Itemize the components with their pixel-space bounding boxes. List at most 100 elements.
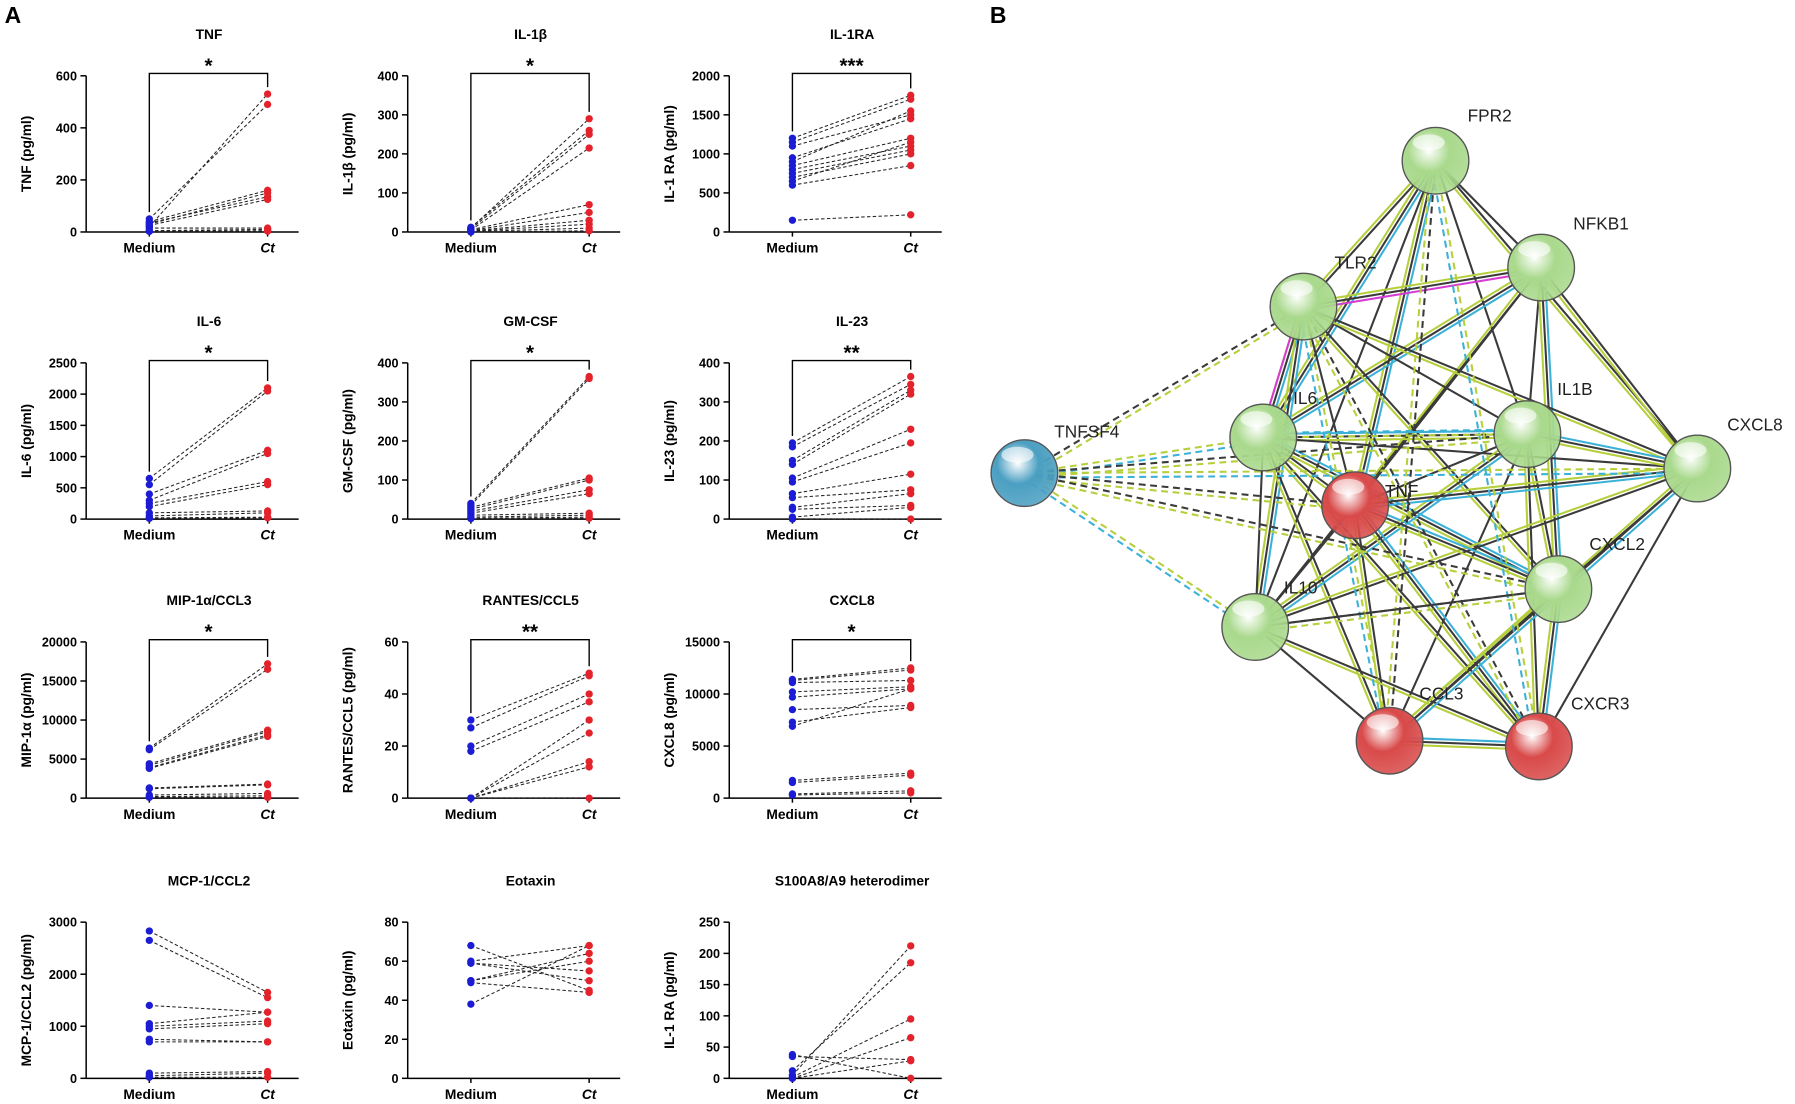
x-tick-label: Ct [582,528,598,543]
data-point [789,515,796,522]
data-point [467,794,474,801]
data-point [789,723,796,730]
pair-line [792,390,910,460]
data-point [146,481,153,488]
data-point [264,994,271,1001]
x-tick-label: Ct [582,1087,598,1099]
data-point [907,138,914,145]
data-point [146,515,153,522]
y-axis-label: IL-6 (pg/ml) [19,404,34,478]
data-point [264,90,271,97]
chart-title: IL-1β [514,27,547,42]
pair-line [149,1005,267,1012]
significance-bracket [792,361,910,436]
data-point [789,706,796,713]
chart-title: IL-6 [197,314,222,329]
data-point [789,1075,796,1082]
pair-line [149,1073,267,1076]
chart-title: S100A8/A9 heterodimer [775,873,930,888]
pair-line [149,388,267,479]
data-point [585,989,592,996]
data-point [585,209,592,216]
y-tick-label: 80 [384,916,398,930]
y-tick-label: 400 [377,69,398,83]
data-point [907,1015,914,1022]
y-tick-label: 1000 [692,147,720,161]
pair-line [149,730,267,764]
data-point [789,791,796,798]
data-point [146,503,153,510]
x-tick-label: Medium [123,241,175,256]
data-point [264,1038,271,1045]
x-tick-label: Ct [582,807,598,822]
data-point [789,693,796,700]
y-tick-label: 15000 [42,675,77,689]
y-axis-label: CXCL8 (pg/ml) [662,673,677,768]
y-tick-label: 1500 [49,419,77,433]
chart-title: TNF [196,27,223,42]
y-tick-label: 2000 [49,968,77,982]
x-tick-label: Medium [766,1087,818,1099]
y-tick-label: 1000 [49,1020,77,1034]
y-axis-label: IL-1β (pg/ml) [341,113,356,196]
x-tick-label: Medium [123,528,175,543]
y-tick-label: 20000 [42,636,77,650]
pair-line [149,518,267,519]
data-point [789,679,796,686]
data-point [907,1075,914,1082]
significance-bracket [149,361,267,472]
y-tick-label: 150 [699,978,720,992]
y-tick-label: 250 [699,916,720,930]
network-edge [1022,477,1253,631]
pair-line [149,1072,267,1074]
x-tick-label: Ct [260,1087,276,1099]
node-highlight [1367,714,1399,730]
pair-line [792,443,910,482]
data-point [467,716,474,723]
significance-label: * [526,341,535,364]
data-point [907,772,914,779]
x-tick-label: Medium [766,807,818,822]
node-label: TLR2 [1334,253,1376,273]
y-tick-label: 400 [56,121,77,135]
y-axis-label: IL-1 RA (pg/ml) [662,105,677,202]
node-highlight [1001,447,1033,463]
data-point [789,181,796,188]
data-point [907,1057,914,1064]
y-axis-label: RANTES/CCL5 (pg/ml) [341,647,356,793]
data-point [264,481,271,488]
node-highlight [1240,411,1272,427]
pair-line [471,953,589,980]
node-label: CXCL8 [1727,415,1783,435]
y-tick-label: 400 [377,356,398,370]
pair-line [149,513,267,516]
y-tick-label: 10000 [42,714,77,728]
data-point [907,426,914,433]
pair-line [149,736,267,768]
pair-line [149,450,267,494]
node-highlight [1232,601,1264,617]
data-point [264,514,271,521]
y-axis-label: Eotaxin (pg/ml) [341,951,356,1050]
x-tick-label: Medium [766,241,818,256]
pair-line [471,513,589,515]
x-tick-label: Ct [260,241,276,256]
data-point [907,504,914,511]
y-tick-label: 50 [706,1041,720,1055]
data-point [264,101,271,108]
node-highlight [1504,408,1536,424]
y-tick-label: 20 [384,740,398,754]
data-point [789,478,796,485]
data-point [907,107,914,114]
pair-line [471,946,589,962]
pair-line [149,796,267,797]
y-tick-label: 2000 [692,69,720,83]
data-point [264,666,271,673]
data-point [467,979,474,986]
y-tick-label: 300 [699,396,720,410]
node-label: CCL3 [1419,683,1463,703]
data-point [146,927,153,934]
pair-line [471,733,589,798]
x-tick-label: Medium [123,807,175,822]
pair-line [792,670,910,680]
